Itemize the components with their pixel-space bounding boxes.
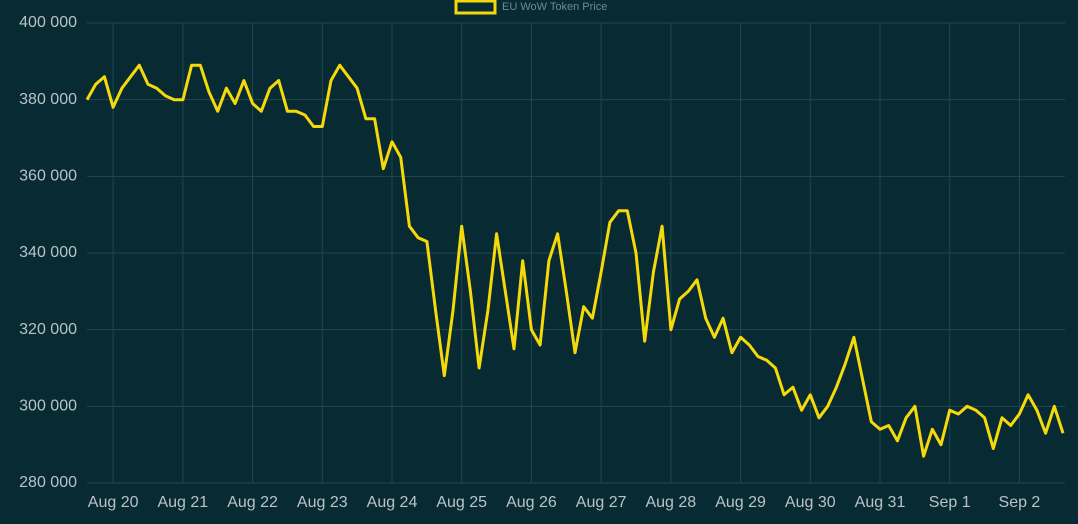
y-tick-label: 380 000 <box>19 91 77 108</box>
x-tick-label: Aug 27 <box>576 494 627 511</box>
x-tick-label: Aug 28 <box>645 494 696 511</box>
y-tick-label: 320 000 <box>19 321 77 338</box>
legend-swatch <box>454 0 497 15</box>
y-tick-label: 300 000 <box>19 398 77 415</box>
x-tick-label: Aug 22 <box>227 494 278 511</box>
x-tick-label: Aug 24 <box>367 494 418 511</box>
x-tick-label: Aug 30 <box>785 494 836 511</box>
x-tick-label: Aug 25 <box>436 494 487 511</box>
y-tick-label: 400 000 <box>19 14 77 31</box>
x-tick-label: Aug 21 <box>157 494 208 511</box>
x-tick-label: Aug 31 <box>855 494 906 511</box>
x-tick-label: Aug 26 <box>506 494 557 511</box>
x-tick-label: Sep 2 <box>999 494 1041 511</box>
x-tick-label: Aug 23 <box>297 494 348 511</box>
y-tick-label: 360 000 <box>19 168 77 185</box>
x-tick-label: Aug 20 <box>88 494 139 511</box>
x-tick-label: Aug 29 <box>715 494 766 511</box>
legend-label: EU WoW Token Price <box>502 1 607 13</box>
x-tick-label: Sep 1 <box>929 494 971 511</box>
y-tick-label: 340 000 <box>19 244 77 261</box>
y-tick-label: 280 000 <box>19 474 77 491</box>
price-line <box>85 63 1065 458</box>
